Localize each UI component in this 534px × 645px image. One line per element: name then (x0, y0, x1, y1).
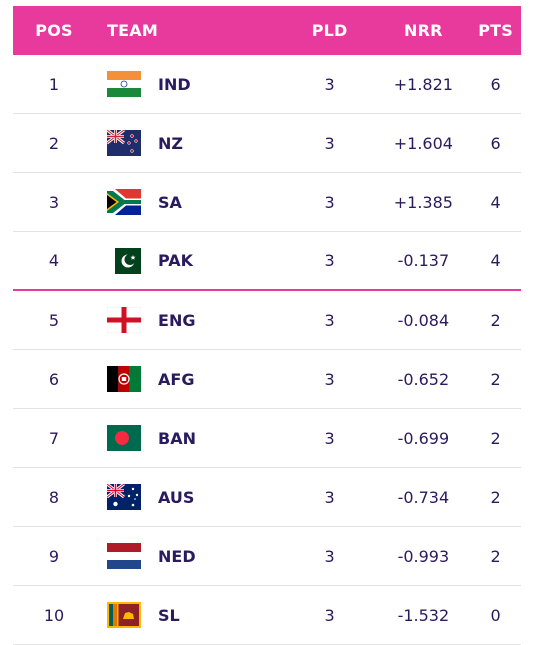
row-pts: 6 (490, 74, 501, 94)
table-row[interactable]: 7 BAN 3 -0.699 2 (13, 409, 521, 468)
table-row[interactable]: 9 NED 3 -0.993 2 (13, 527, 521, 586)
row-pos: 7 (48, 428, 60, 448)
table-row[interactable]: 6 AFG 3 -0.652 2 (13, 350, 521, 409)
row-team: AUS (95, 484, 283, 510)
header-team: TEAM (107, 21, 158, 40)
table-row[interactable]: 2 NZ 3 +1.604 6 (13, 114, 521, 173)
row-pts: 4 (490, 251, 501, 270)
row-pos: 3 (48, 192, 60, 212)
row-pld: 3 (324, 310, 335, 330)
row-nrr: -0.993 (397, 546, 450, 566)
row-team: SA (95, 189, 283, 215)
table-row[interactable]: 8 AUS 3 -0.734 2 (13, 468, 521, 527)
table-header: POS TEAM PLD NRR PTS (13, 6, 521, 55)
row-pts: 4 (490, 192, 501, 212)
row-pld: 3 (324, 192, 335, 212)
netherlands-flag-icon (107, 543, 142, 569)
header-pld: PLD (311, 21, 348, 40)
row-pts: 2 (490, 487, 501, 507)
row-team: SL (95, 602, 283, 628)
new-zealand-flag-icon (107, 130, 142, 156)
row-pos: 5 (48, 310, 60, 330)
row-pos: 2 (48, 133, 60, 153)
south-africa-flag-icon (107, 189, 142, 215)
row-pts: 2 (490, 369, 501, 389)
table-row[interactable]: 5 ENG 3 -0.084 2 (13, 291, 521, 350)
bangladesh-flag-icon (107, 425, 142, 451)
team-name: SA (158, 192, 182, 212)
row-pts: 6 (490, 133, 501, 153)
row-pld: 3 (324, 369, 335, 389)
table-row[interactable]: 10 SL 3 -1.532 0 (13, 586, 521, 645)
team-name: NZ (158, 133, 184, 153)
row-pts: 0 (490, 605, 501, 625)
row-pos: 6 (48, 369, 60, 389)
row-pld: 3 (324, 74, 335, 94)
team-name: SL (158, 605, 180, 625)
row-team: NED (95, 543, 283, 569)
row-nrr: -0.084 (397, 310, 450, 330)
row-pld: 3 (324, 428, 335, 448)
row-pos: 8 (48, 487, 60, 507)
table-row[interactable]: 3 SA 3 +1.385 4 (13, 173, 521, 232)
row-nrr: +1.604 (393, 133, 453, 153)
row-pld: 3 (324, 487, 335, 507)
row-pld: 3 (324, 605, 335, 625)
team-name: IND (158, 74, 191, 94)
row-pld: 3 (324, 546, 335, 566)
header-pos: POS (35, 21, 73, 40)
standings-table: POS TEAM PLD NRR PTS 1 IND 3 +1.821 6 2 (13, 6, 521, 645)
india-flag-icon (107, 71, 142, 97)
row-pts: 2 (490, 546, 501, 566)
row-nrr: -1.532 (397, 605, 450, 625)
row-pld: 3 (324, 133, 335, 153)
team-name: ENG (158, 310, 196, 330)
row-team: BAN (95, 425, 283, 451)
team-name: AFG (158, 369, 195, 389)
row-nrr: -0.699 (397, 428, 450, 448)
row-team: AFG (95, 366, 283, 392)
row-team: ENG (95, 307, 283, 333)
team-name: NED (158, 546, 196, 566)
row-pld: 3 (324, 251, 335, 270)
row-pos: 4 (48, 251, 60, 270)
row-team: NZ (95, 130, 283, 156)
header-pts: PTS (478, 21, 513, 40)
row-nrr: -0.734 (397, 487, 450, 507)
afghanistan-flag-icon (107, 366, 142, 392)
sri-lanka-flag-icon (107, 602, 142, 628)
row-pos: 1 (48, 74, 60, 94)
row-pos: 9 (48, 546, 60, 566)
row-nrr: +1.385 (393, 192, 453, 212)
row-nrr: +1.821 (393, 74, 453, 94)
row-pos: 10 (43, 605, 65, 625)
australia-flag-icon (107, 484, 142, 510)
england-flag-icon (107, 307, 142, 333)
row-pts: 2 (490, 428, 501, 448)
row-pts: 2 (490, 310, 501, 330)
row-nrr: -0.137 (397, 251, 450, 270)
table-row[interactable]: 4 PAK 3 -0.137 4 (13, 232, 521, 291)
row-nrr: -0.652 (397, 369, 450, 389)
team-name: AUS (158, 487, 195, 507)
row-team: IND (95, 71, 283, 97)
team-name: PAK (158, 251, 194, 270)
pakistan-flag-icon (107, 247, 142, 274)
table-row[interactable]: 1 IND 3 +1.821 6 (13, 55, 521, 114)
team-name: BAN (158, 428, 196, 448)
row-team: PAK (95, 247, 283, 274)
header-nrr: NRR (404, 21, 443, 40)
